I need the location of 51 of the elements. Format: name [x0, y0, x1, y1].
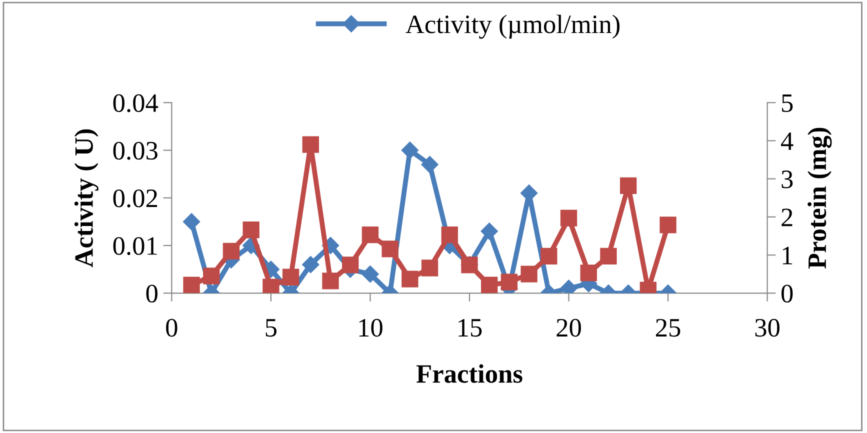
x-tick-label: 20	[556, 318, 581, 337]
x-tick-label: 15	[458, 319, 482, 337]
y-tick-label: 0	[146, 284, 158, 303]
point	[520, 266, 538, 282]
y2-tick-label: 3	[782, 170, 793, 188]
x-tick-label: 5	[266, 319, 277, 337]
point	[282, 268, 300, 286]
point	[262, 278, 280, 294]
y-axis-title: Activity ( U)	[74, 129, 98, 268]
x-tick-label: 25	[656, 318, 680, 337]
x-tick-label: 30	[755, 318, 780, 337]
y2-axis-title: Protein (mg)	[808, 128, 832, 269]
y2-tick-label: 0	[781, 284, 793, 303]
point	[362, 226, 379, 244]
y-tick-label: 0.01	[113, 237, 157, 256]
point	[480, 222, 498, 240]
point	[382, 240, 398, 258]
point	[322, 272, 339, 290]
point	[620, 177, 637, 194]
point	[500, 274, 518, 290]
point	[242, 222, 260, 238]
point	[402, 270, 418, 288]
y2-tick-label: 5	[782, 94, 793, 112]
point	[302, 256, 320, 274]
y2-tick-label: 4	[781, 132, 794, 150]
y-tick-label: 0.02	[113, 189, 158, 208]
point	[560, 210, 578, 226]
y2-tick-label: 1	[782, 246, 792, 264]
point	[222, 242, 240, 260]
point	[421, 156, 438, 174]
x-tick-label: 10	[359, 318, 382, 337]
point	[183, 276, 200, 294]
x-tick-label: 0	[166, 318, 178, 337]
point	[660, 216, 676, 234]
x-axis-title: Fractions	[416, 364, 522, 383]
point	[362, 266, 379, 283]
point	[580, 264, 597, 282]
point	[182, 213, 200, 230]
point	[342, 256, 359, 274]
y2-tick-label: 2	[782, 208, 792, 226]
legend-label: Activity (µmol/min)	[406, 14, 620, 39]
y-tick-label: 0.04	[113, 94, 158, 112]
y-tick-label: 0.03	[113, 142, 158, 160]
point	[540, 248, 558, 265]
point	[421, 260, 438, 276]
point	[203, 268, 220, 284]
point	[441, 226, 458, 244]
point	[401, 142, 418, 159]
point	[481, 276, 498, 294]
point	[600, 248, 617, 265]
point	[302, 136, 319, 153]
